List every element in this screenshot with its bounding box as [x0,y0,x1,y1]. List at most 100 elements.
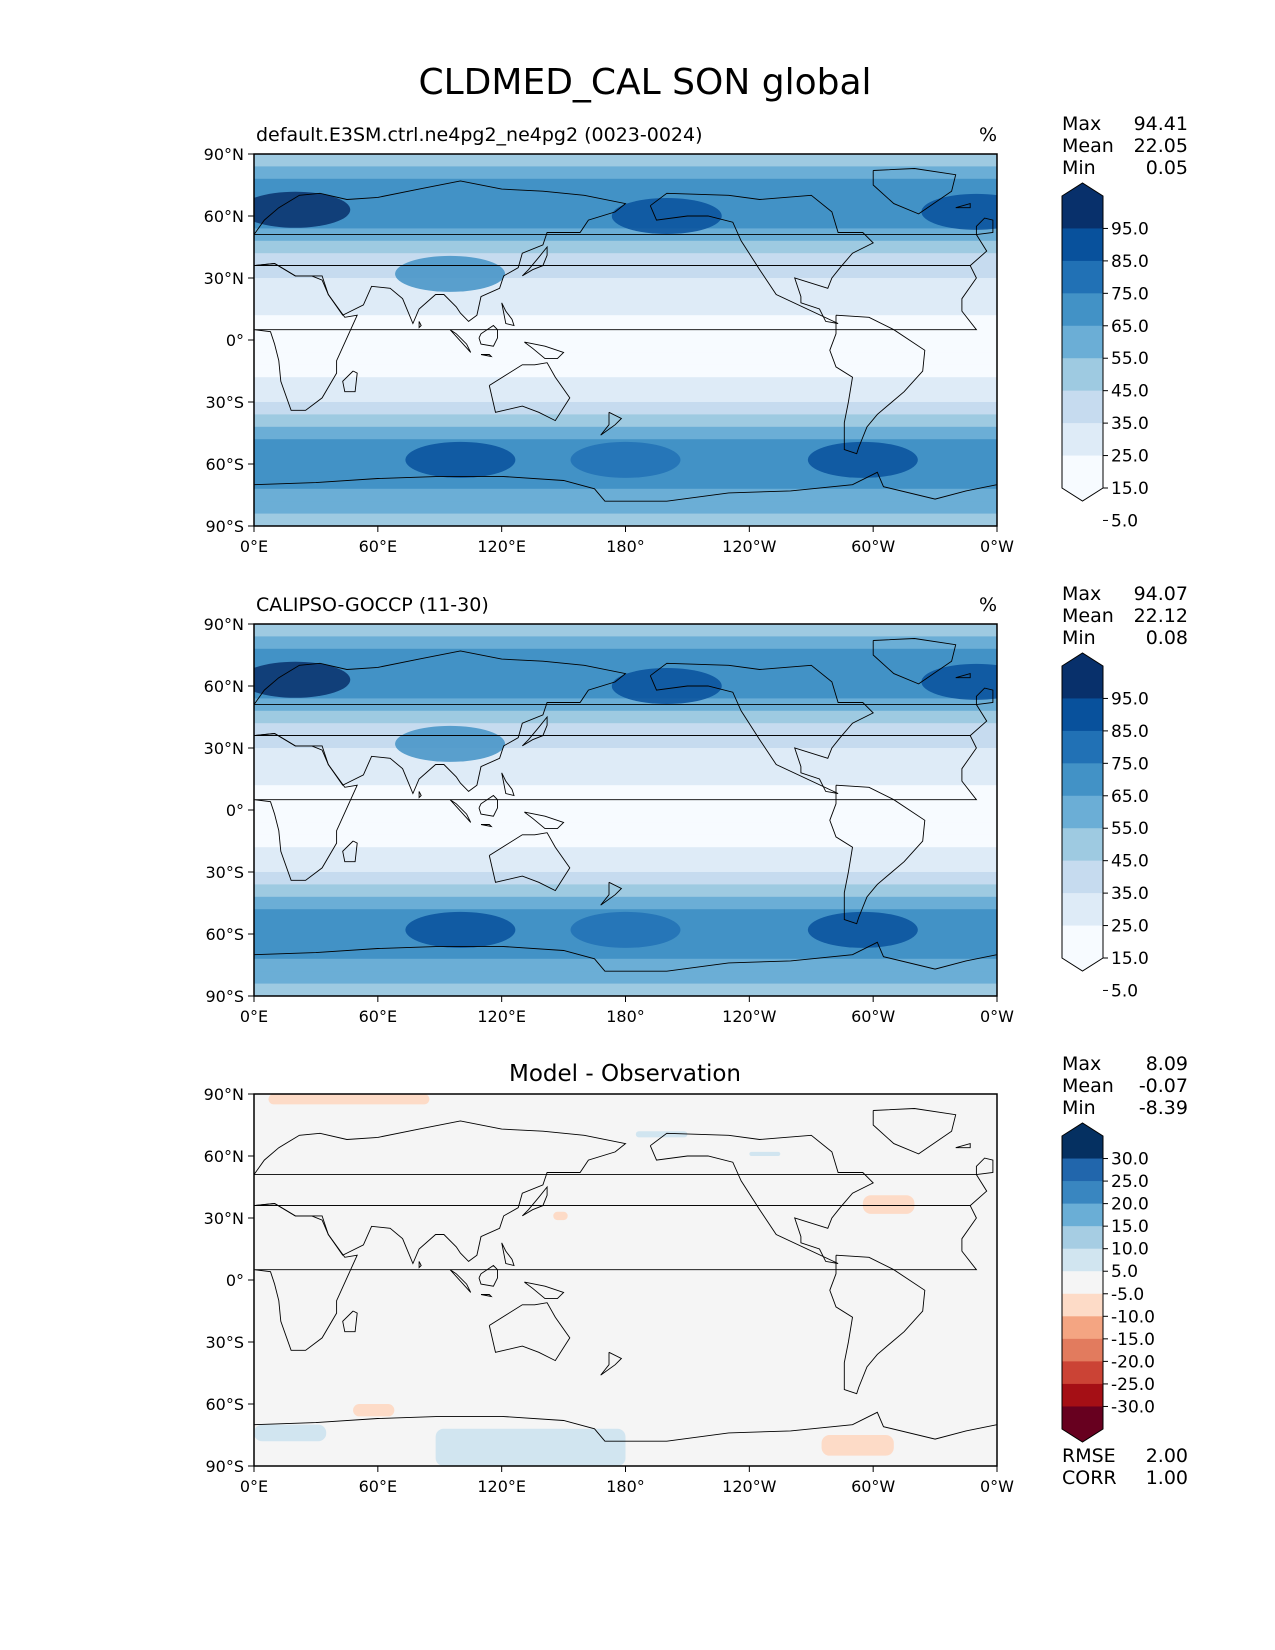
axis-ticks-obs: 0°E 60°E 120°E 180° 120°W 60°W 0°W 90°N 60°N 30°N… [204,615,1015,1026]
colorbar-tick-label: -10.0 [1111,1307,1155,1327]
colorbar-tick-label: 55.0 [1111,349,1149,369]
ytick-label: 60°S [205,1395,244,1414]
stat-label: Max [1062,113,1101,135]
coastline-segment-5 [254,941,997,972]
colorbar-segment [1062,860,1103,894]
panel-obs: CALIPSO-GOCCP (11-30) % 0°E 60°E 120°E 180°… [204,583,1188,1026]
coastline-segment-15 [955,203,971,209]
lat-band [254,797,997,811]
colorbar-segment [1062,730,1103,764]
lat-band [254,278,997,292]
stat-label: Min [1062,157,1096,179]
colorbar-tick-label: 25.0 [1111,447,1149,467]
lat-band [254,352,997,366]
coastline-segment-4 [829,1254,926,1395]
coastline-segment-17 [418,321,422,329]
lat-band [254,191,997,205]
colorbar-tick-label: 25.0 [1111,1172,1149,1192]
cloud-feature-1 [611,668,722,704]
figure-title: CLDMED_CAL SON global [418,62,871,103]
footer-stat-value: 1.00 [1146,1467,1188,1489]
lat-band [254,327,997,341]
stat-value: 94.41 [1134,113,1188,135]
cloud-feature-3 [395,725,506,762]
coastline-segment-6 [872,638,957,685]
coastline-segment-7 [975,217,994,236]
footer-stat-label: CORR [1062,1467,1117,1489]
panel-model-title: default.E3SM.ctrl.ne4pg2_ne4pg2 (0023-00… [256,124,703,146]
ytick-label: 30°N [204,739,244,758]
anomaly-patch-8 [821,1435,894,1456]
cloud-feature-0 [254,191,351,228]
coastline-segment-8 [521,245,548,277]
xtick-label: 120°E [477,1477,526,1496]
colorbar-tick-label: 5.0 [1111,1262,1138,1282]
stat-value: 0.08 [1146,627,1188,649]
coastline-segment-3 [649,662,874,794]
coastline-segment-6 [872,1108,957,1155]
colorbar-tick-label: 45.0 [1111,382,1149,402]
colorbar-tick-label: -15.0 [1111,1330,1155,1350]
anomaly-patch-7 [435,1428,626,1466]
colorbar-tick-label: 15.0 [1111,1217,1149,1237]
lat-band [254,513,997,526]
ytick-label: 60°S [205,455,244,474]
coastline-segment-12 [524,1281,565,1300]
colorbar-segment [1062,455,1103,489]
coastline-segment-14 [600,411,623,436]
lat-band [254,290,997,304]
xtick-label: 60°W [851,1477,895,1496]
colorbar-tick-label: 5.0 [1111,511,1138,531]
stats-diff: Max 8.09 Mean -0.07 Min -8.39 [1062,1053,1188,1119]
colorbar-model: 95.0 85.0 75.0 65.0 55.0 45.0 35.0 25.0 15.0 5.0 [1061,182,1149,531]
coastline-segment-7 [975,1157,994,1176]
cloud-feature-3 [395,255,506,292]
colorbar-segment [1062,228,1103,262]
ytick-label: 30°N [204,269,244,288]
colorbar-segment [1062,1406,1103,1430]
coastline-segment-6 [872,168,957,215]
lat-band [254,377,997,391]
coastline-segment-17 [418,791,422,799]
colorbar-segment [1062,1383,1103,1407]
colorbar-segment [1062,1181,1103,1205]
ytick-label: 90°N [204,1085,244,1104]
lat-band [254,426,997,441]
coastline-segment-2 [488,362,571,422]
panel-model-units: % [979,124,997,146]
coastline-segment-11 [478,1264,498,1287]
coastline-segment-5 [254,471,997,502]
xtick-label: 0°W [980,1007,1014,1026]
xtick-label: 60°E [359,1007,397,1026]
lat-band [254,488,997,503]
lat-band [254,402,997,416]
xtick-label: 60°E [359,1477,397,1496]
colorbar-segment [1062,698,1103,732]
panel-obs-title: CALIPSO-GOCCP (11-30) [256,594,489,616]
lat-band [254,958,997,973]
colorbar-segment [1062,293,1103,327]
ytick-label: 90°S [205,987,244,1006]
lat-band [254,154,997,168]
coastline-segment-4 [829,784,926,925]
lat-band [254,735,997,749]
colorbar-segment [1062,1293,1103,1317]
panel-obs-units: % [979,594,997,616]
ytick-label: 90°S [205,1457,244,1476]
colorbar-segment [1062,1226,1103,1250]
lat-band [254,896,997,911]
lat-band [254,636,997,650]
coastline-segment-10 [480,354,493,358]
coastline-segment-13 [342,840,358,863]
colorbar-tick-label: 75.0 [1111,284,1149,304]
colorbar-segment [1062,1338,1103,1362]
colorbar-tick-label: 35.0 [1111,884,1149,904]
anomaly-patch-3 [553,1211,568,1221]
stat-label: Max [1062,1053,1101,1075]
lat-band [254,946,997,960]
colorbar-extend-bottom [1062,488,1103,501]
stat-value: 94.07 [1134,583,1188,605]
stat-label: Max [1062,583,1101,605]
coastline-segment-9 [449,1269,472,1293]
